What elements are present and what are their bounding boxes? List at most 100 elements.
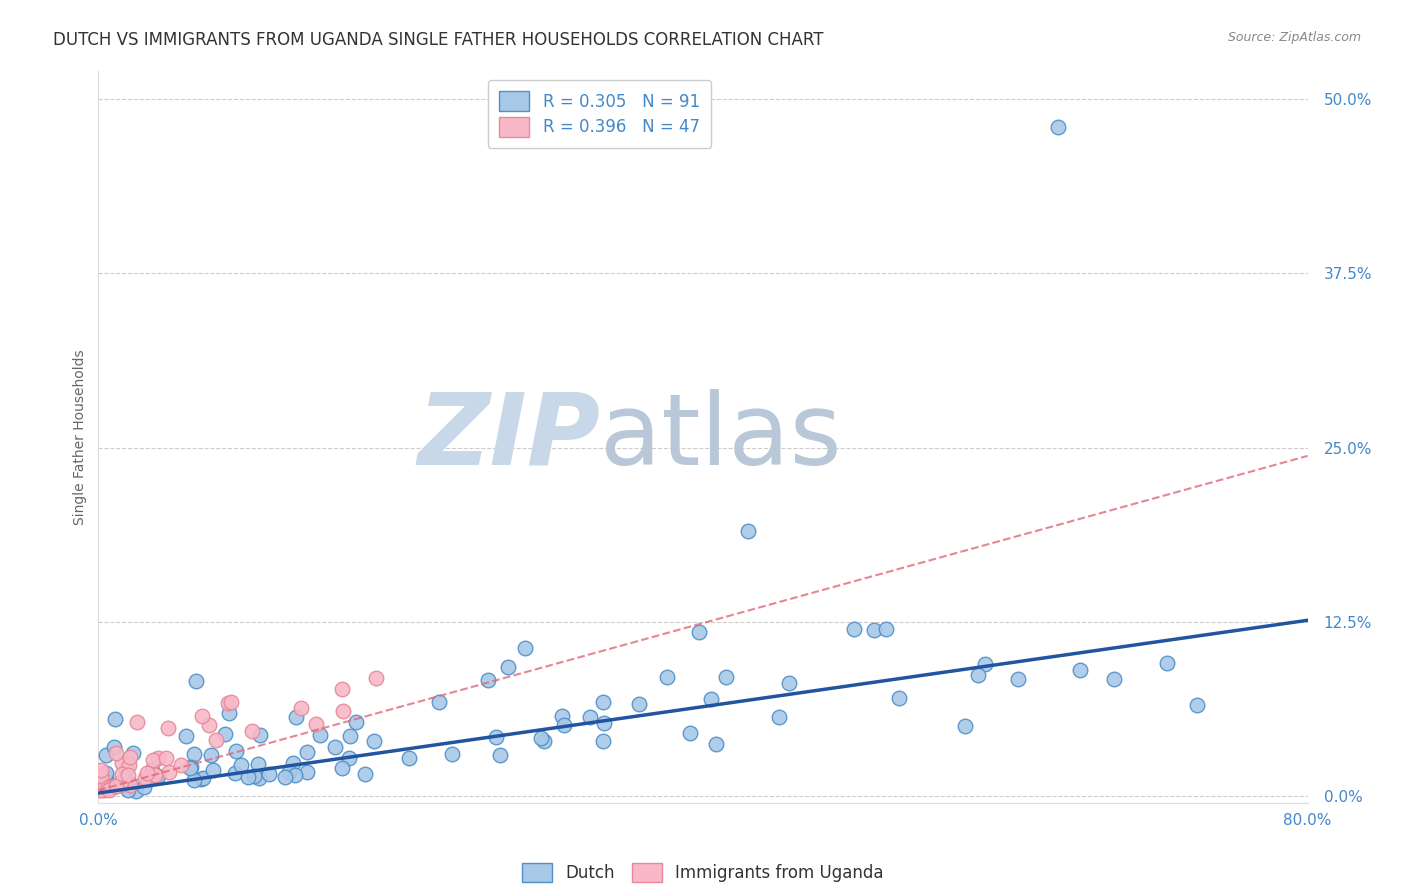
Point bbox=[90, 763, 112, 777]
Point bbox=[592, 734, 614, 748]
Point bbox=[117, 767, 139, 781]
Point bbox=[533, 733, 555, 747]
Point bbox=[1047, 120, 1070, 134]
Point bbox=[90, 783, 112, 797]
Point bbox=[97, 780, 120, 794]
Point bbox=[125, 715, 148, 730]
Point bbox=[198, 718, 221, 732]
Point bbox=[90, 772, 112, 786]
Point bbox=[496, 659, 519, 673]
Point bbox=[94, 770, 117, 784]
Point bbox=[295, 745, 318, 759]
Point bbox=[120, 778, 142, 792]
Point bbox=[170, 757, 193, 772]
Point bbox=[700, 691, 723, 706]
Point bbox=[191, 709, 214, 723]
Point bbox=[118, 757, 141, 772]
Point bbox=[1156, 656, 1178, 670]
Point bbox=[330, 761, 353, 775]
Point bbox=[141, 763, 163, 777]
Point bbox=[155, 750, 177, 764]
Point bbox=[156, 721, 179, 735]
Point bbox=[363, 733, 385, 747]
Point bbox=[183, 747, 205, 761]
Y-axis label: Single Father Households: Single Father Households bbox=[73, 350, 87, 524]
Point bbox=[778, 676, 800, 690]
Point bbox=[118, 776, 141, 790]
Point bbox=[111, 767, 134, 781]
Point bbox=[1007, 672, 1029, 686]
Point bbox=[488, 748, 510, 763]
Point bbox=[103, 739, 125, 754]
Point bbox=[90, 783, 112, 797]
Point bbox=[875, 622, 897, 636]
Point bbox=[1312, 294, 1334, 309]
Point bbox=[105, 780, 128, 794]
Point bbox=[236, 770, 259, 784]
Point bbox=[218, 706, 240, 720]
Text: atlas: atlas bbox=[600, 389, 842, 485]
Point bbox=[704, 737, 727, 751]
Point bbox=[1102, 672, 1125, 686]
Point bbox=[179, 761, 201, 775]
Point bbox=[157, 765, 180, 780]
Point bbox=[284, 768, 307, 782]
Point bbox=[332, 704, 354, 718]
Point bbox=[190, 772, 212, 786]
Point bbox=[353, 767, 375, 781]
Point bbox=[427, 695, 450, 709]
Point bbox=[108, 778, 131, 792]
Point bbox=[627, 698, 650, 712]
Point bbox=[655, 670, 678, 684]
Point bbox=[98, 781, 121, 796]
Point bbox=[530, 731, 553, 746]
Point bbox=[308, 728, 330, 742]
Point bbox=[104, 746, 127, 760]
Point bbox=[592, 716, 614, 731]
Point bbox=[134, 771, 156, 785]
Point bbox=[101, 780, 124, 794]
Point bbox=[278, 765, 301, 780]
Point bbox=[180, 759, 202, 773]
Point bbox=[688, 624, 710, 639]
Point bbox=[96, 748, 118, 763]
Point bbox=[146, 769, 169, 783]
Point bbox=[330, 681, 353, 696]
Point bbox=[115, 762, 138, 776]
Point bbox=[247, 756, 270, 771]
Point bbox=[141, 766, 163, 780]
Point bbox=[90, 769, 112, 783]
Point bbox=[193, 771, 215, 785]
Point bbox=[225, 744, 247, 758]
Text: DUTCH VS IMMIGRANTS FROM UGANDA SINGLE FATHER HOUSEHOLDS CORRELATION CHART: DUTCH VS IMMIGRANTS FROM UGANDA SINGLE F… bbox=[53, 31, 824, 49]
Point bbox=[98, 783, 121, 797]
Point bbox=[125, 784, 148, 798]
Point bbox=[142, 753, 165, 767]
Point bbox=[200, 747, 222, 762]
Point bbox=[104, 712, 127, 726]
Point bbox=[186, 674, 208, 689]
Point bbox=[285, 710, 308, 724]
Point bbox=[553, 718, 575, 732]
Point bbox=[247, 771, 270, 785]
Point bbox=[737, 524, 759, 538]
Point bbox=[551, 709, 574, 723]
Point bbox=[118, 750, 141, 764]
Legend: Dutch, Immigrants from Uganda: Dutch, Immigrants from Uganda bbox=[510, 851, 896, 892]
Point bbox=[224, 766, 246, 780]
Point bbox=[90, 777, 112, 791]
Point bbox=[863, 623, 886, 637]
Point bbox=[183, 772, 205, 787]
Point bbox=[579, 710, 602, 724]
Point bbox=[174, 729, 197, 743]
Point bbox=[94, 773, 117, 788]
Point bbox=[290, 701, 312, 715]
Point bbox=[967, 667, 990, 681]
Point bbox=[214, 726, 236, 740]
Point bbox=[1185, 698, 1208, 713]
Point bbox=[679, 725, 702, 739]
Point bbox=[257, 767, 280, 781]
Point bbox=[117, 783, 139, 797]
Point bbox=[136, 765, 159, 780]
Point bbox=[240, 724, 263, 739]
